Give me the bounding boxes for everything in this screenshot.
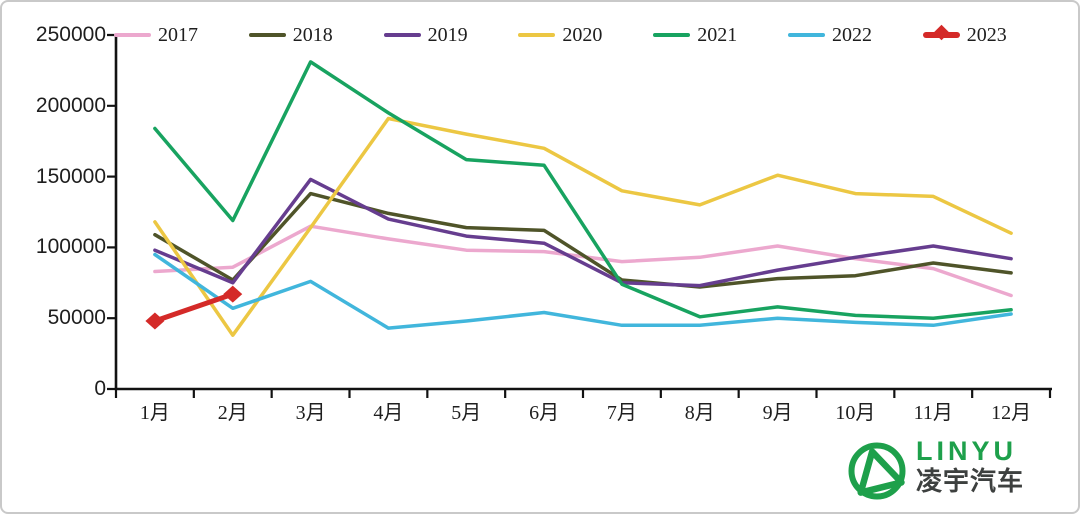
- legend-label: 2022: [832, 23, 872, 46]
- legend-item-2019: 2019: [383, 22, 468, 48]
- x-axis-tick-label: 5月: [451, 402, 482, 424]
- x-axis-tick-label: 4月: [373, 402, 404, 424]
- x-axis-tick-label: 1月: [139, 402, 170, 424]
- y-axis-tick-label: 150000: [35, 164, 106, 188]
- x-axis-tick-label: 7月: [606, 402, 637, 424]
- legend-line-swatch: [383, 32, 421, 38]
- x-axis-tick-label: 6月: [529, 402, 560, 424]
- legend-line-swatch: [518, 32, 556, 38]
- legend-line-swatch: [653, 32, 691, 38]
- legend-item-2021: 2021: [653, 22, 737, 48]
- legend-label: 2020: [562, 23, 603, 46]
- series-line-2021: [153, 60, 1013, 320]
- series-line-2017: [153, 224, 1013, 298]
- y-axis-tick-label: 200000: [35, 93, 106, 117]
- y-axis-tick-label: 250000: [35, 23, 106, 46]
- legend-line-swatch: [922, 24, 960, 41]
- x-axis-tick-label: 11月: [913, 402, 953, 424]
- series-line-2022: [153, 252, 1013, 330]
- legend-label: 2017: [158, 23, 198, 46]
- logo-brand-chinese: 凌宇汽车: [916, 466, 1025, 496]
- legend-line-swatch: [248, 32, 286, 38]
- linyu-logo-icon: [848, 442, 906, 500]
- y-axis-tick-label: 50000: [47, 306, 106, 330]
- legend-item-2018: 2018: [248, 22, 333, 48]
- legend-item-2017: 2017: [114, 22, 198, 48]
- legend-line-swatch: [788, 32, 825, 38]
- diamond-marker: [145, 312, 165, 330]
- x-axis-tick-label: 12月: [991, 402, 1032, 424]
- legend-label: 2018: [292, 23, 333, 46]
- series-line-2019: [153, 177, 1013, 288]
- legend-label: 2021: [697, 23, 738, 46]
- logo-text-block: LINYU 凌宇汽车: [916, 436, 1025, 496]
- y-axis-tick-label: 100000: [35, 235, 106, 259]
- legend-item-2020: 2020: [518, 22, 602, 48]
- linyu-logo: LINYU 凌宇汽车: [847, 438, 1024, 502]
- x-axis-tick-label: 8月: [684, 402, 715, 424]
- x-axis-tick-label: 2月: [217, 402, 248, 424]
- x-axis-tick-label: 9月: [762, 402, 793, 424]
- diamond-marker: [223, 285, 243, 303]
- series-line-2023: [152, 291, 236, 324]
- x-axis-tick-label: 10月: [835, 402, 876, 424]
- y-axis-tick-label: 0: [94, 377, 106, 400]
- legend-item-2022: 2022: [788, 22, 872, 48]
- legend-item-2023: 2023: [922, 22, 1007, 48]
- logo-brand-text: LINYU: [916, 436, 1017, 466]
- series-line-2020: [153, 116, 1013, 337]
- legend-line-swatch: [114, 32, 151, 38]
- x-axis-tick-label: 3月: [295, 402, 326, 424]
- series-line-2018: [153, 191, 1013, 289]
- legend-label: 2019: [427, 23, 468, 46]
- legend-diamond-marker: [933, 24, 950, 41]
- legend-label: 2023: [966, 23, 1007, 46]
